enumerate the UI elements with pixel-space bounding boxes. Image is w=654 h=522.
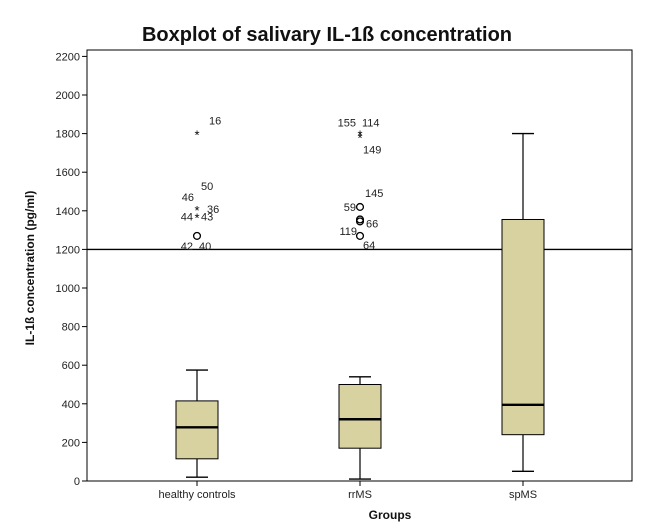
outlier-marker <box>355 202 365 211</box>
outlier-case-label: 149 <box>363 144 381 156</box>
y-tick-label: 0 <box>74 476 80 488</box>
extreme-marker: * <box>194 211 199 226</box>
y-tick-label: 1800 <box>56 129 80 141</box>
y-tick-label: 1400 <box>56 206 80 218</box>
outlier-case-label: 155 <box>338 118 356 130</box>
outlier-marker <box>192 231 202 240</box>
outlier-case-label: 114 <box>362 118 380 130</box>
outlier-marker <box>355 217 365 226</box>
outlier-case-label: 16 <box>209 116 221 128</box>
x-tick-label: healthy controls <box>158 489 236 501</box>
outlier-case-label: 43 <box>201 212 213 224</box>
box-healthy-controls <box>175 400 219 460</box>
outlier-case-label: 36 <box>207 204 219 216</box>
outlier-case-label: 64 <box>363 240 375 252</box>
y-tick-label: 800 <box>62 322 80 334</box>
y-tick-label: 1000 <box>56 283 80 295</box>
outlier-marker <box>355 231 365 240</box>
outlier-case-label: 40 <box>199 241 211 253</box>
outlier-case-label: 66 <box>366 218 378 230</box>
outlier-case-label: 59 <box>344 202 356 214</box>
extreme-marker: * <box>357 128 362 143</box>
outlier-case-label: 145 <box>365 188 383 200</box>
chart-title: Boxplot of salivary IL-1ß concentration <box>141 24 513 46</box>
box-spms <box>501 218 545 436</box>
extreme-marker: * <box>357 130 362 145</box>
y-tick-label: 600 <box>62 360 80 372</box>
y-tick-label: 2200 <box>56 51 80 63</box>
y-tick-label: 1200 <box>56 244 80 256</box>
box-rrms <box>338 384 382 449</box>
outlier-case-label: 119 <box>339 226 357 238</box>
x-axis-label: Groups <box>368 508 412 522</box>
y-tick-label: 2000 <box>56 90 80 102</box>
extreme-marker: * <box>194 128 199 143</box>
y-tick-label: 200 <box>62 437 80 449</box>
y-tick-label: 1600 <box>56 167 80 179</box>
outlier-case-label: 50 <box>201 181 213 193</box>
outlier-case-label: 44 <box>181 212 193 224</box>
y-tick-label: 400 <box>62 399 80 411</box>
outlier-case-label: 42 <box>181 241 193 253</box>
outlier-case-label: 46 <box>182 192 194 204</box>
extreme-marker: * <box>194 203 199 218</box>
x-tick-label: spMS <box>509 489 537 501</box>
x-tick-label: rrMS <box>348 489 372 501</box>
